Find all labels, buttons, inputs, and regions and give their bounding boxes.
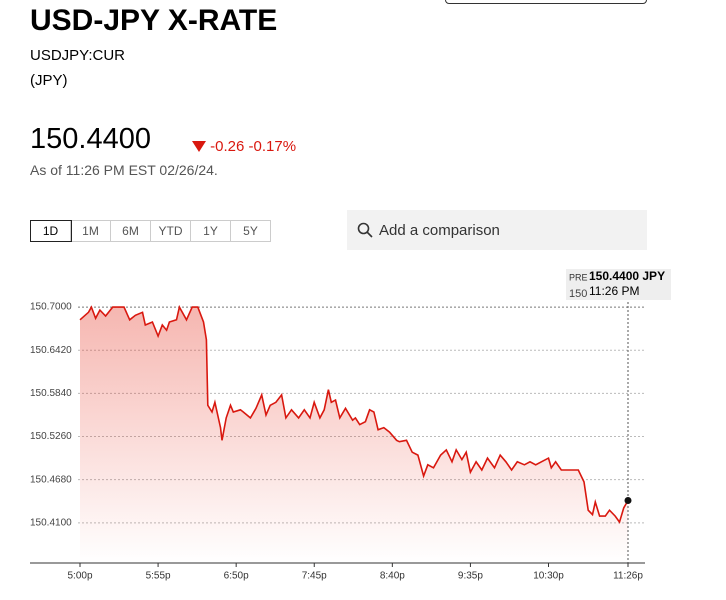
range-button[interactable]: 1Y (191, 221, 231, 241)
title: USD-JPY X-RATE (30, 4, 278, 37)
tooltip-session: PRE (569, 272, 588, 282)
range-button[interactable]: 5Y (243, 224, 258, 238)
tooltip-box (566, 269, 671, 300)
search-icon (357, 222, 373, 238)
y-tick-label: 150.6420 (30, 345, 72, 356)
x-tick-label: 6:50p (224, 571, 249, 582)
tooltip-time: 11:26 PM (589, 284, 639, 298)
x-tick-label: 5:55p (146, 571, 171, 582)
price: 150.4400 (30, 123, 151, 155)
y-tick-label: 150.4680 (30, 474, 72, 485)
y-tick-label: 150.4100 (30, 517, 72, 528)
change-percent: -0.17% (248, 138, 297, 155)
change: -0.26 (210, 138, 245, 155)
x-tick-label: 9:35p (458, 571, 483, 582)
comparison-placeholder: Add a comparison (379, 222, 500, 239)
ticker: USDJPY:CUR (30, 47, 126, 64)
x-tick-label: 5:00p (67, 571, 92, 582)
currency: (JPY) (30, 72, 68, 89)
range-buttons: 1D 1M 6M YTD 1Y 5Y (30, 220, 271, 242)
tooltip-tick: 150 (569, 288, 587, 300)
range-button[interactable]: 1D (30, 220, 72, 242)
range-button[interactable]: 6M (111, 221, 151, 241)
y-tick-label: 150.5840 (30, 388, 72, 399)
x-tick-label: 8:40p (380, 571, 405, 582)
comparison-input[interactable]: Add a comparison (347, 210, 647, 250)
range-button[interactable]: YTD (151, 221, 191, 241)
area-fill (80, 307, 628, 563)
last-point (624, 497, 632, 505)
x-tick-label: 11:26p (613, 571, 643, 582)
timestamp: As of 11:26 PM EST 02/26/24. (30, 162, 218, 178)
button-edge[interactable] (445, 0, 647, 4)
change-block: -0.26 -0.17% (192, 138, 296, 155)
y-tick-label: 150.5260 (30, 431, 72, 442)
x-tick-label: 10:30p (533, 571, 564, 582)
tooltip-price: 150.4400 JPY (589, 269, 665, 283)
down-arrow (192, 141, 206, 152)
x-tick-label: 7:45p (302, 571, 327, 582)
y-tick-label: 150.7000 (30, 302, 72, 313)
price-line (79, 304, 629, 524)
range-button[interactable]: 1M (71, 221, 111, 241)
